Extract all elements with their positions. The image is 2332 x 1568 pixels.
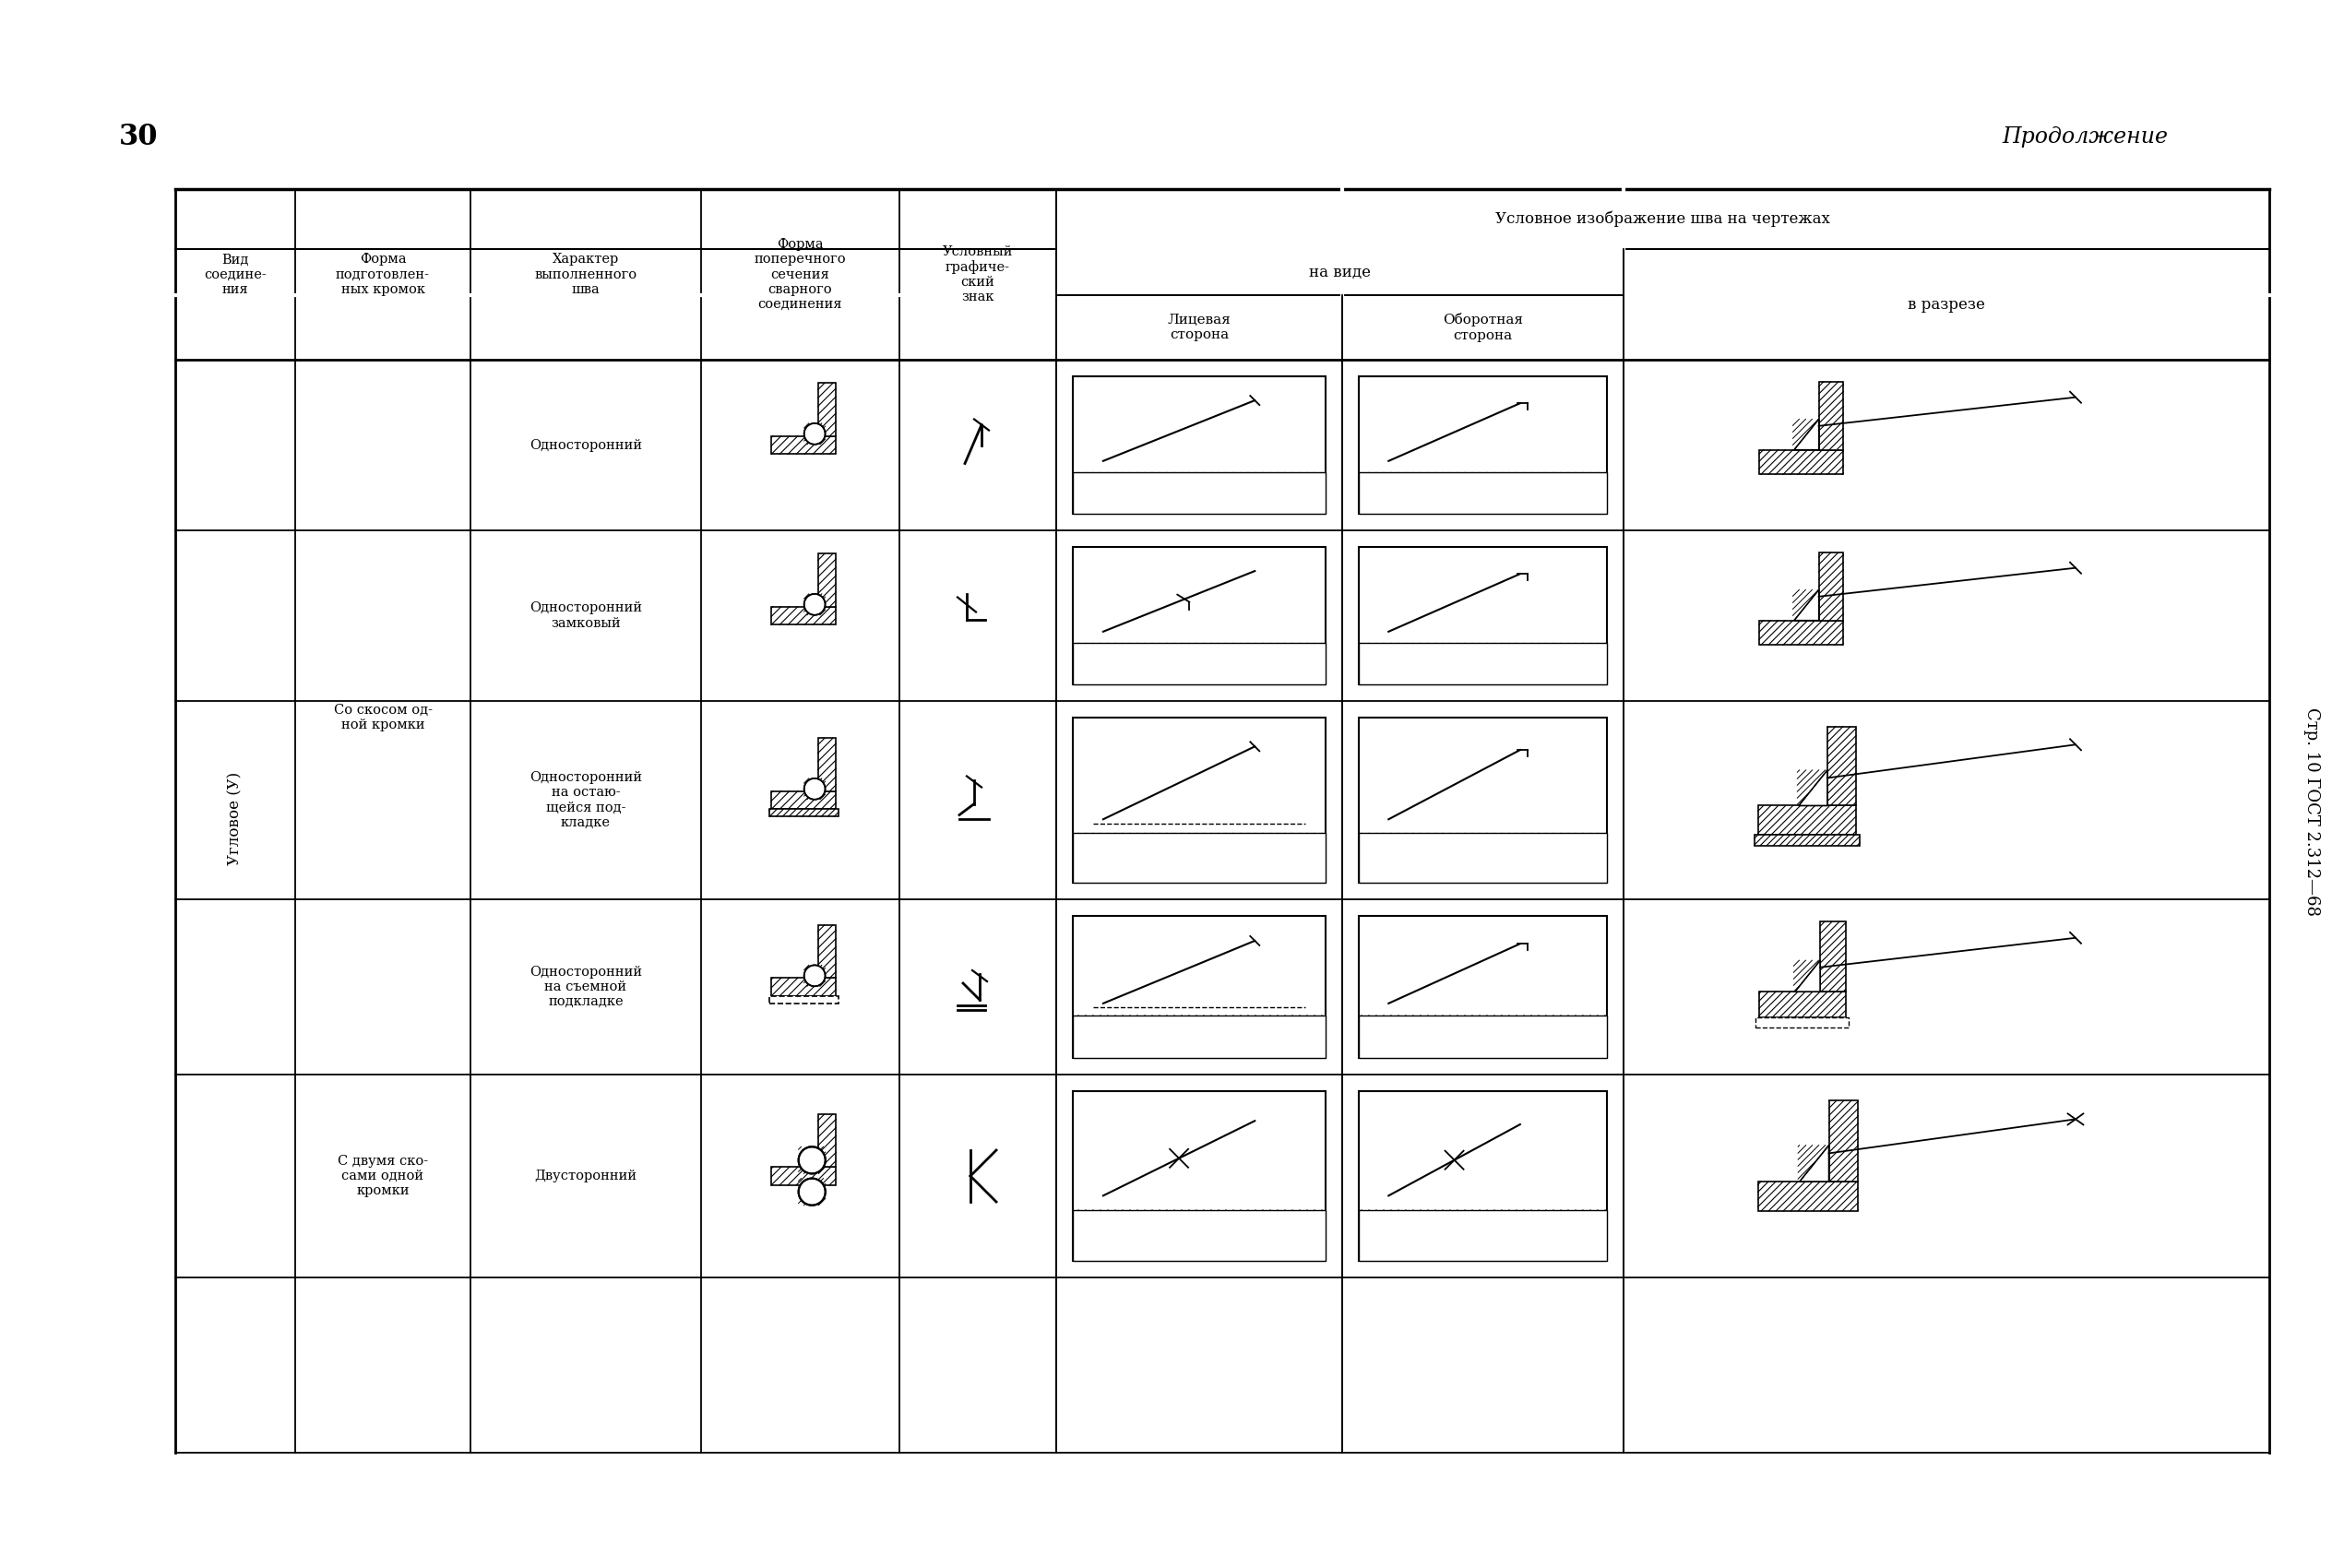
Text: 30: 30: [119, 122, 159, 151]
Circle shape: [798, 1146, 826, 1173]
Bar: [1758, 806, 1856, 834]
Bar: [1073, 1016, 1325, 1058]
Polygon shape: [1800, 1145, 1828, 1182]
Bar: [772, 607, 837, 624]
Text: Характер
выполненного
шва: Характер выполненного шва: [534, 252, 637, 296]
Bar: [770, 996, 840, 1004]
Bar: [819, 739, 837, 790]
Text: С двумя ско-
сами одной
кромки: С двумя ско- сами одной кромки: [338, 1154, 429, 1198]
Text: Оборотная
сторона: Оборотная сторона: [1444, 314, 1523, 342]
Bar: [770, 809, 840, 817]
Polygon shape: [1796, 960, 1821, 993]
Bar: [1360, 472, 1607, 514]
Bar: [1073, 1091, 1325, 1261]
Bar: [772, 436, 837, 455]
Bar: [1073, 376, 1325, 514]
Text: Двусторонний: Двусторонний: [534, 1170, 637, 1182]
Bar: [1756, 1018, 1849, 1027]
Circle shape: [805, 423, 826, 444]
Bar: [1360, 1091, 1607, 1261]
Text: Угловое (У): Угловое (У): [229, 771, 243, 866]
Bar: [819, 554, 837, 607]
Bar: [1360, 833, 1607, 883]
Text: Односторонний
на съемной
подкладке: Односторонний на съемной подкладке: [529, 966, 641, 1008]
Bar: [1828, 1101, 1859, 1182]
Bar: [772, 978, 837, 996]
Text: Условное изображение шва на чертежах: Условное изображение шва на чертежах: [1495, 212, 1831, 227]
Text: Односторонний
замковый: Односторонний замковый: [529, 602, 641, 630]
Bar: [1754, 834, 1861, 845]
Bar: [1073, 833, 1325, 883]
Bar: [819, 383, 837, 436]
Bar: [1758, 993, 1845, 1018]
Text: Лицевая
сторона: Лицевая сторона: [1168, 314, 1231, 342]
Bar: [1073, 547, 1325, 684]
Bar: [1758, 621, 1842, 644]
Bar: [1758, 1182, 1859, 1210]
Bar: [1073, 718, 1325, 883]
Bar: [1360, 916, 1607, 1058]
Text: Продолжение: Продолжение: [2001, 125, 2169, 147]
Bar: [1360, 718, 1607, 883]
Text: Условный
графиче-
ский
знак: Условный графиче- ский знак: [942, 245, 1012, 304]
Bar: [1758, 450, 1842, 475]
Text: на виде: на виде: [1308, 265, 1371, 281]
Bar: [819, 1115, 837, 1167]
Circle shape: [805, 778, 826, 800]
Bar: [1828, 726, 1856, 806]
Bar: [1073, 916, 1325, 1058]
Text: Форма
поперечного
сечения
сварного
соединения: Форма поперечного сечения сварного соеди…: [753, 238, 847, 310]
Circle shape: [805, 966, 826, 986]
Bar: [1360, 376, 1607, 514]
Bar: [1073, 472, 1325, 514]
Circle shape: [798, 1179, 826, 1206]
Polygon shape: [1793, 419, 1819, 450]
Text: Односторонний: Односторонний: [529, 439, 641, 452]
Bar: [1819, 381, 1842, 450]
Bar: [1073, 1210, 1325, 1261]
Polygon shape: [1798, 770, 1828, 806]
Bar: [1360, 1016, 1607, 1058]
Text: Форма
подготовлен-
ных кромок: Форма подготовлен- ных кромок: [336, 252, 429, 296]
Bar: [1360, 547, 1607, 684]
Bar: [1360, 643, 1607, 684]
Polygon shape: [1793, 590, 1819, 621]
Bar: [1073, 643, 1325, 684]
Bar: [1819, 552, 1842, 621]
Bar: [1360, 1210, 1607, 1261]
Text: Односторонний
на остаю-
щейся под-
кладке: Односторонний на остаю- щейся под- кладк…: [529, 771, 641, 829]
Bar: [819, 925, 837, 978]
Bar: [772, 1167, 837, 1185]
Bar: [772, 790, 837, 809]
Bar: [1821, 922, 1845, 993]
Circle shape: [805, 594, 826, 615]
Text: в разрезе: в разрезе: [1908, 296, 1985, 312]
Text: Стр. 10 ГОСТ 2.312—68: Стр. 10 ГОСТ 2.312—68: [2304, 707, 2320, 916]
Text: Вид
соедине-
ния: Вид соедине- ния: [203, 252, 266, 296]
Text: Со скосом од-
ной кромки: Со скосом од- ной кромки: [333, 702, 431, 731]
